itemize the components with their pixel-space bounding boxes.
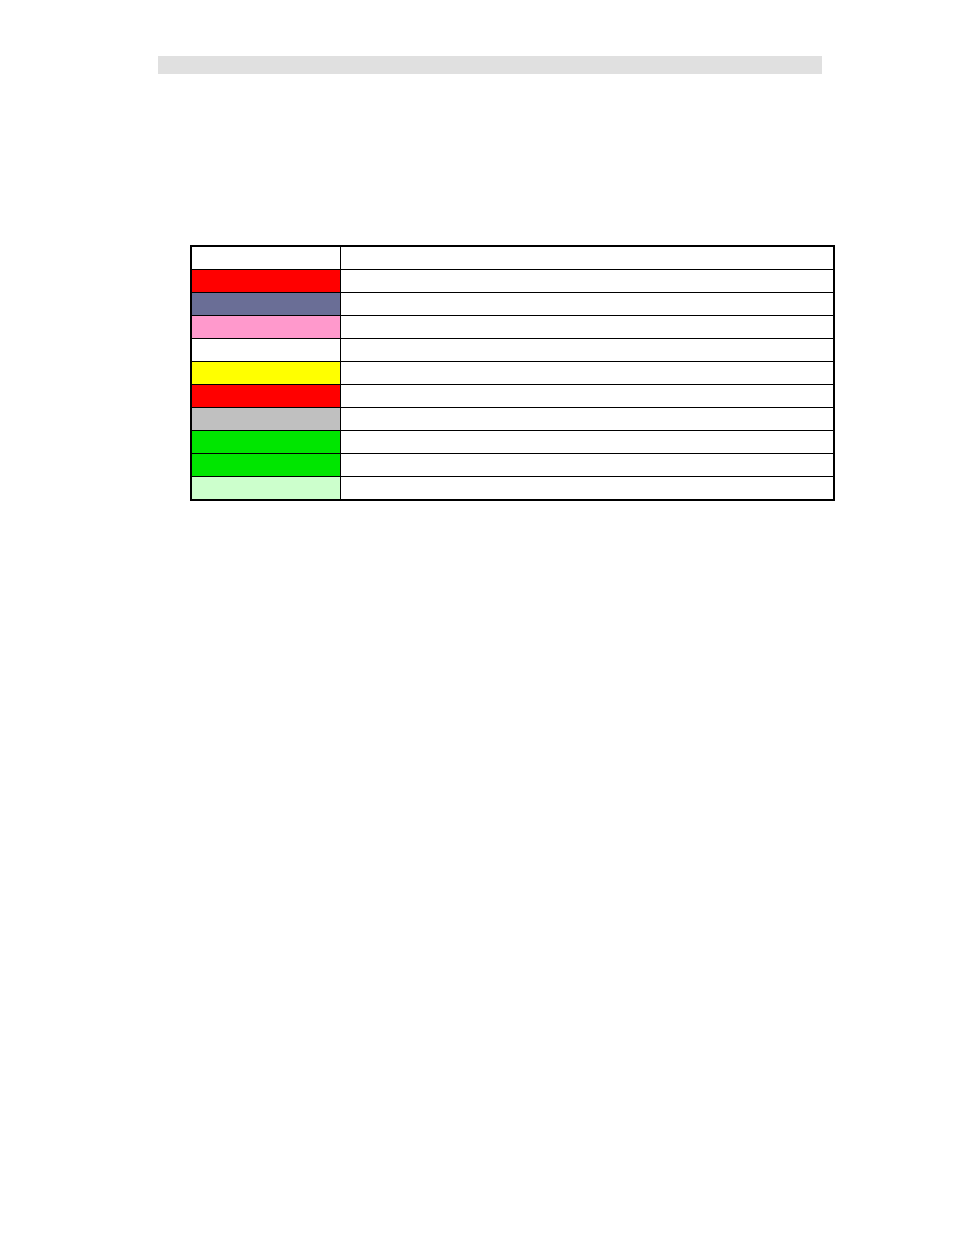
color-description [341, 293, 835, 316]
color-swatch [191, 270, 341, 293]
color-description [341, 339, 835, 362]
color-swatch [191, 293, 341, 316]
color-swatch [191, 454, 341, 477]
table-row [191, 293, 834, 316]
table-row [191, 270, 834, 293]
color-swatch [191, 339, 341, 362]
color-description [341, 270, 835, 293]
color-description [341, 385, 835, 408]
table-row [191, 408, 834, 431]
legend-table [190, 245, 835, 501]
color-description [341, 316, 835, 339]
color-swatch [191, 316, 341, 339]
table-row [191, 316, 834, 339]
color-swatch [191, 431, 341, 454]
table-row [191, 339, 834, 362]
color-swatch [191, 408, 341, 431]
color-description [341, 362, 835, 385]
table-row [191, 454, 834, 477]
color-description [341, 431, 835, 454]
table-row [191, 362, 834, 385]
color-description [341, 246, 835, 270]
color-swatch [191, 246, 341, 270]
page [0, 0, 954, 1235]
table-row [191, 385, 834, 408]
color-swatch [191, 385, 341, 408]
table-row [191, 246, 834, 270]
color-swatch [191, 362, 341, 385]
color-description [341, 454, 835, 477]
color-description [341, 477, 835, 501]
header-bar [158, 56, 822, 74]
table-row [191, 477, 834, 501]
color-description [341, 408, 835, 431]
color-swatch [191, 477, 341, 501]
table-row [191, 431, 834, 454]
